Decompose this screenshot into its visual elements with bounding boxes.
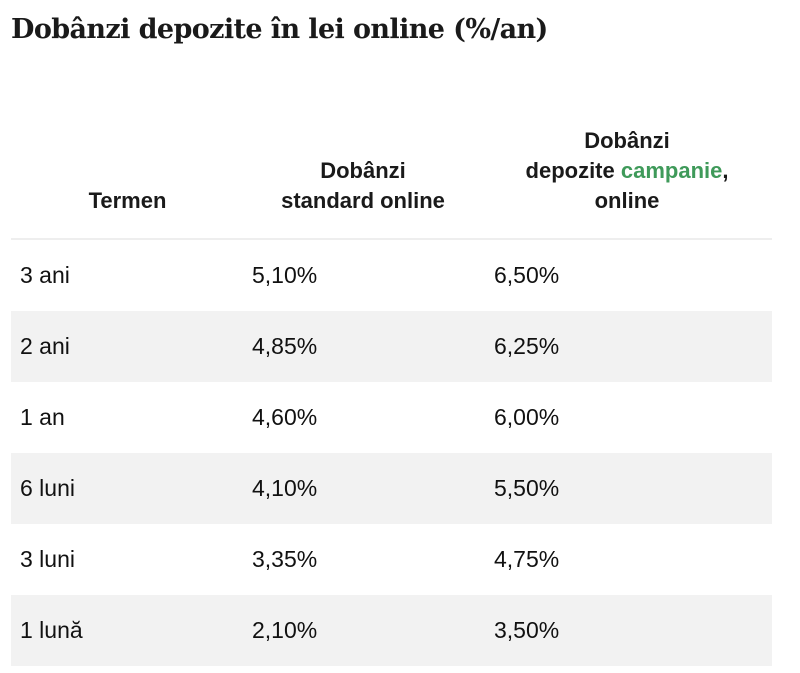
standard-rate-cell: 4,10% xyxy=(244,453,482,524)
term-cell: 3 luni xyxy=(20,546,75,572)
standard-rate-cell: 3,35% xyxy=(252,546,318,572)
table-row: 2 ani 4,85% 6,25% xyxy=(11,311,772,382)
header-campaign-pre: depozite xyxy=(525,158,621,183)
table-row: 3 ani 5,10% 6,50% xyxy=(11,239,772,311)
table-body: 3 ani 5,10% 6,50% 2 ani 4,85% 6,25% 1 an… xyxy=(11,239,772,666)
deposit-rates-table: Termen Dobânzi standard online Dobânzi d… xyxy=(11,94,772,666)
campaign-rate-cell: 3,50% xyxy=(482,595,772,666)
campaign-rate-cell: 4,75% xyxy=(494,546,560,572)
standard-rate-cell: 2,10% xyxy=(244,595,482,666)
term-cell: 1 an xyxy=(20,404,65,430)
header-term-label: Termen xyxy=(88,188,167,213)
table-row: 1 an 4,60% 6,00% xyxy=(11,382,772,453)
campaign-rate-cell: 6,25% xyxy=(482,311,772,382)
term-cell: 2 ani xyxy=(11,311,244,382)
table-header: Termen Dobânzi standard online Dobânzi d… xyxy=(11,94,772,240)
table-row: 6 luni 4,10% 5,50% xyxy=(11,453,772,524)
header-standard-line1: Dobânzi xyxy=(320,158,406,183)
header-campaign-highlight: campanie xyxy=(620,158,723,183)
standard-rate-cell: 5,10% xyxy=(252,262,318,288)
standard-rate-cell: 4,60% xyxy=(252,404,318,430)
standard-rate-cell: 4,85% xyxy=(244,311,482,382)
header-standard-rate: Dobânzi standard online xyxy=(244,94,482,240)
header-campaign-post: , xyxy=(722,158,729,183)
header-campaign-line1: Dobânzi xyxy=(584,128,670,153)
header-campaign-rate: Dobânzi depozite campanie, online xyxy=(482,94,772,240)
header-standard-line2: standard online xyxy=(281,188,445,213)
header-row: Termen Dobânzi standard online Dobânzi d… xyxy=(11,94,772,240)
term-cell: 3 ani xyxy=(20,262,70,288)
term-cell: 6 luni xyxy=(11,453,244,524)
term-cell: 1 lună xyxy=(11,595,244,666)
header-campaign-line3: online xyxy=(594,188,660,213)
campaign-rate-cell: 5,50% xyxy=(482,453,772,524)
page-title: Dobânzi depozite în lei online (%/an) xyxy=(11,14,548,45)
header-term: Termen xyxy=(11,94,244,240)
campaign-rate-cell: 6,00% xyxy=(494,404,560,430)
table-row: 1 lună 2,10% 3,50% xyxy=(11,595,772,666)
campaign-rate-cell: 6,50% xyxy=(494,262,560,288)
table-row: 3 luni 3,35% 4,75% xyxy=(11,524,772,595)
